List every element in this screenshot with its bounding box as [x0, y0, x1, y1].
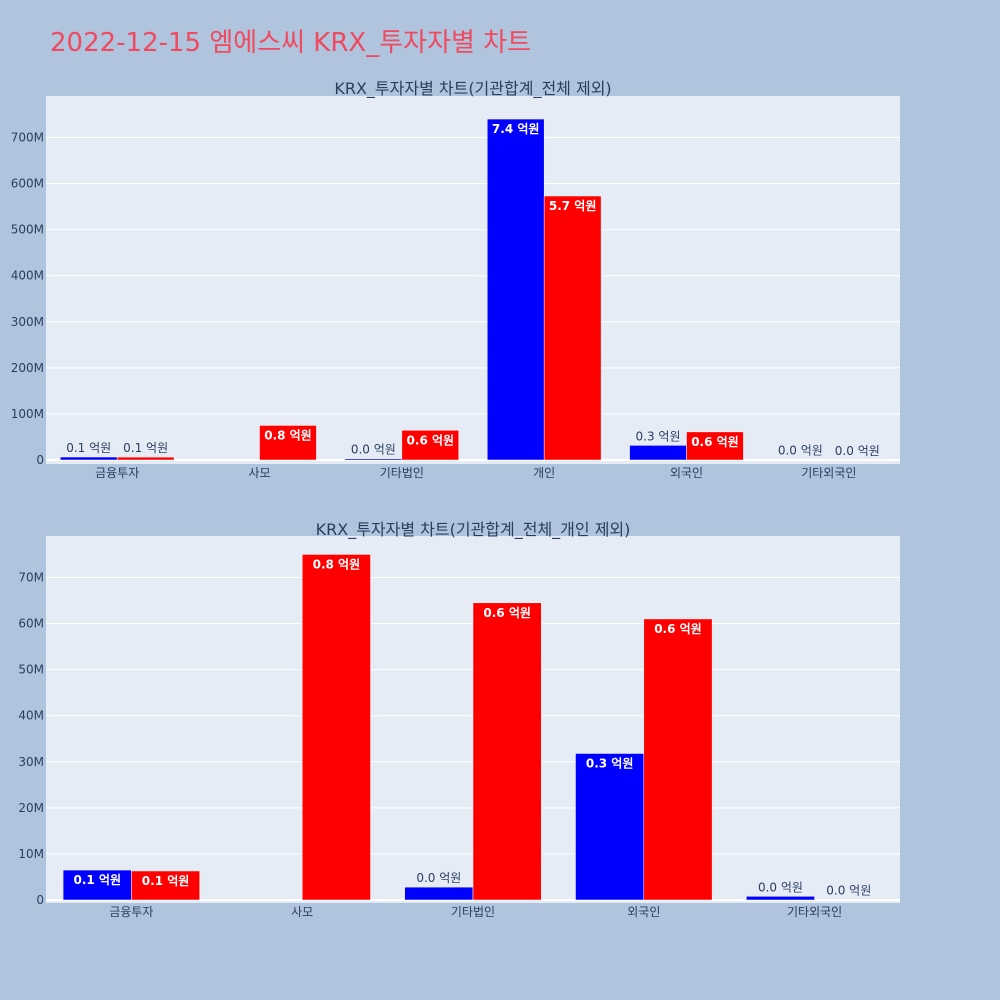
y-tick-label: 20M — [18, 801, 44, 815]
data-label: 0.3 억원 — [586, 756, 634, 770]
data-label: 0.0 억원 — [351, 443, 396, 457]
y-tick-label: 400M — [11, 269, 44, 283]
y-tick-label: 100M — [11, 407, 44, 421]
x-tick-label: 사모 — [248, 466, 270, 480]
bar — [575, 753, 645, 901]
x-tick-label: 기타법인 — [451, 905, 495, 919]
y-tick-label: 300M — [11, 315, 44, 329]
data-label: 0.8 억원 — [313, 557, 361, 571]
x-tick-label: 기타법인 — [380, 466, 424, 480]
data-label: 0.6 억원 — [654, 622, 702, 636]
y-tick-label: 40M — [18, 709, 44, 723]
data-label: 0.6 억원 — [691, 435, 739, 449]
y-tick-label: 70M — [18, 570, 44, 584]
bar — [629, 445, 687, 461]
y-tick-label: 500M — [11, 223, 44, 237]
x-tick-label: 사모 — [291, 905, 313, 919]
bar — [746, 896, 815, 901]
data-label: 0.0 억원 — [758, 880, 803, 894]
data-label: 7.4 억원 — [492, 122, 540, 136]
data-label: 5.7 억원 — [549, 199, 597, 213]
data-label: 0.0 억원 — [826, 884, 871, 898]
x-tick-label: 기타외국인 — [787, 905, 842, 919]
chart-title: KRX_투자자별 차트(기관합계_전체 제외) — [334, 79, 611, 99]
plot-area — [46, 96, 900, 464]
bar — [401, 430, 460, 461]
data-label: 0.0 억원 — [416, 871, 461, 885]
data-label: 0.1 억원 — [66, 441, 111, 455]
y-tick-label: 200M — [11, 361, 44, 375]
y-tick-label: 50M — [18, 663, 44, 677]
y-tick-label: 700M — [11, 130, 44, 144]
x-tick-label: 기타외국인 — [801, 466, 856, 480]
x-tick-label: 외국인 — [627, 905, 660, 919]
bar — [472, 602, 542, 901]
data-label: 0.0 억원 — [778, 444, 823, 458]
x-tick-label: 외국인 — [670, 466, 703, 480]
y-tick-label: 10M — [18, 847, 44, 861]
data-label: 0.8 억원 — [264, 428, 312, 442]
data-label: 0.1 억원 — [73, 873, 121, 887]
bar — [62, 869, 132, 901]
bar — [486, 118, 545, 461]
data-label: 0.3 억원 — [636, 429, 681, 443]
data-label: 0.1 억원 — [123, 441, 168, 455]
bar — [59, 456, 118, 461]
chart-2: 0 10M 20M 30M 40M 50M 60M 70M KRX_투자자별 차트(기관합계_전… — [18, 520, 900, 919]
y-tick-label: 0 — [36, 453, 44, 467]
bar — [344, 458, 403, 461]
bar — [543, 195, 602, 461]
bar — [301, 554, 371, 901]
x-tick-label: 금융투자 — [95, 466, 139, 480]
x-tick-label: 개인 — [533, 466, 555, 480]
y-tick-label: 30M — [18, 755, 44, 769]
bar — [131, 870, 200, 901]
data-label: 0.6 억원 — [483, 606, 531, 620]
chart-1: 0 100M 200M 300M 400M 500M 600M 700M KRX_투자자별 차트… — [11, 79, 900, 480]
x-tick-label: 금융투자 — [109, 905, 153, 919]
bar — [643, 618, 713, 901]
bar — [116, 456, 175, 461]
bar — [259, 425, 317, 461]
data-label: 0.6 억원 — [407, 433, 455, 447]
bar — [686, 431, 744, 461]
y-tick-label: 600M — [11, 177, 44, 191]
chart-title: KRX_투자자별 차트(기관합계_전체_개인 제외) — [316, 520, 631, 540]
y-tick-label: 60M — [18, 617, 44, 631]
page-title: 2022-12-15 엠에스씨 KRX_투자자별 차트 — [50, 28, 532, 58]
data-label: 0.1 억원 — [142, 874, 190, 888]
y-tick-label: 0 — [36, 893, 44, 907]
bar — [404, 886, 474, 901]
data-label: 0.0 억원 — [835, 444, 880, 458]
